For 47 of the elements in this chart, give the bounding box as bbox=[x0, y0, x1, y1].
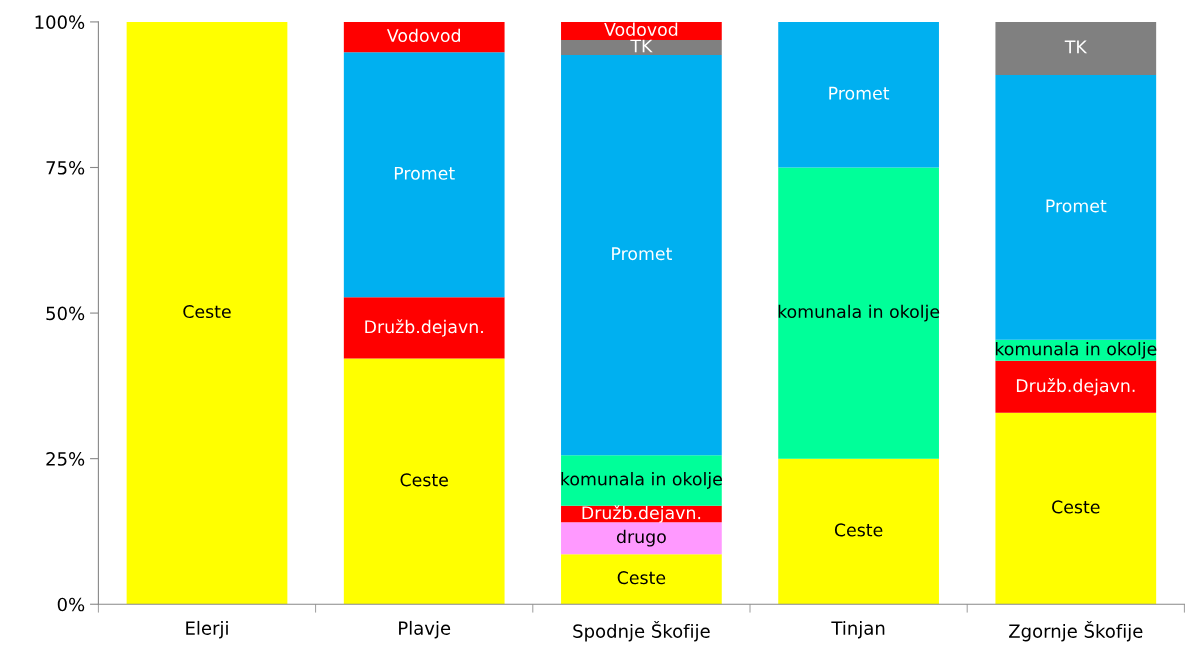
bar bbox=[995, 360, 1157, 413]
text: Promet bbox=[1046, 199, 1107, 213]
bar bbox=[561, 554, 722, 605]
text: komunala in okolje bbox=[561, 472, 722, 489]
x-tick-label: Zgornje Škofije bbox=[1009, 620, 1143, 642]
bar bbox=[343, 297, 505, 359]
bar bbox=[343, 358, 505, 605]
bar bbox=[778, 21, 939, 168]
bar bbox=[561, 522, 722, 555]
y-tick-label: 75% bbox=[46, 160, 85, 175]
bar bbox=[995, 21, 1157, 75]
series-label: Promet bbox=[612, 247, 672, 261]
bar bbox=[995, 412, 1157, 605]
y-tick-label: 100% bbox=[35, 15, 85, 30]
series-label: Ceste bbox=[617, 571, 666, 585]
y-tick-label: 50% bbox=[46, 306, 85, 321]
bar bbox=[561, 39, 722, 56]
text: TK bbox=[1064, 40, 1088, 54]
text: Promet bbox=[394, 166, 455, 180]
x-tick-label: Elerji bbox=[186, 620, 228, 639]
y-tick-label: 25% bbox=[46, 452, 85, 466]
bar bbox=[343, 52, 505, 298]
x-tick-label: Spodnje Škofije bbox=[573, 620, 710, 642]
bar bbox=[561, 55, 722, 456]
text: Družb.dejavn. bbox=[1016, 377, 1135, 396]
x-tick-label: Tinjan bbox=[831, 620, 885, 639]
text: komunala in okolje bbox=[778, 304, 940, 322]
bar bbox=[778, 167, 939, 459]
series-label: Družb.dejavn. bbox=[582, 505, 701, 523]
text: Družb.dejavn. bbox=[365, 319, 483, 337]
text: Promet bbox=[829, 86, 890, 100]
bar bbox=[778, 458, 939, 605]
y-tick-label: 0% bbox=[57, 597, 85, 612]
bar bbox=[126, 21, 288, 605]
bar bbox=[343, 21, 505, 53]
text: Ceste bbox=[183, 304, 231, 319]
text: Vodovod bbox=[386, 28, 460, 43]
text: Ceste bbox=[834, 523, 883, 537]
series-label: Vodovod bbox=[604, 22, 678, 36]
series-label: drugo bbox=[616, 529, 666, 547]
text: Ceste bbox=[1052, 500, 1100, 514]
text: Ceste bbox=[400, 473, 448, 487]
x-tick-label: Plavje bbox=[399, 620, 451, 639]
bar bbox=[561, 455, 722, 506]
bar bbox=[561, 21, 722, 40]
series-label: TK bbox=[630, 39, 653, 53]
bar bbox=[995, 74, 1157, 340]
